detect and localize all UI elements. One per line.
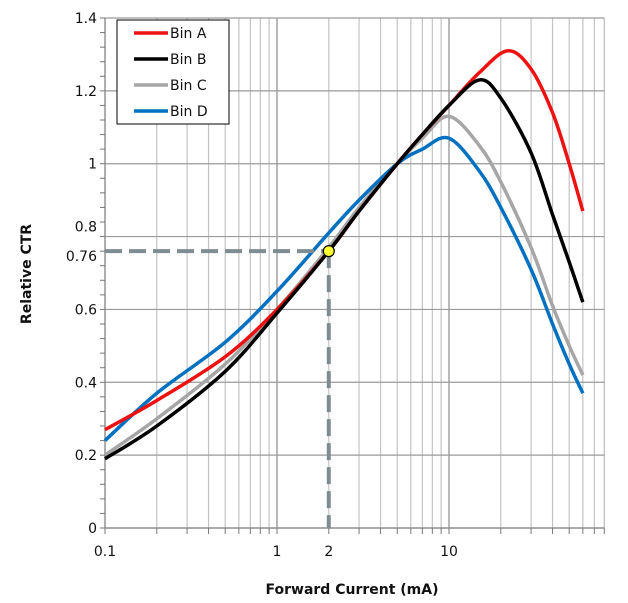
y-tick-label: 0.2: [75, 448, 97, 464]
legend-label: Bin C: [170, 78, 207, 94]
y-tick-label: 0.6: [75, 302, 97, 318]
series-line-bin-b: [104, 78, 585, 461]
x-tick-label: 2: [324, 544, 333, 560]
y-tick-label: 0.4: [75, 375, 97, 391]
reference-point-marker: [322, 245, 335, 258]
x-tick-label: 1: [273, 544, 282, 560]
grid: [104, 17, 605, 529]
y-tick-label: 0.76: [66, 249, 97, 265]
y-tick-label: 0: [88, 521, 97, 537]
series-lines: [103, 49, 585, 461]
x-tick-label: 0.1: [94, 544, 116, 560]
x-tick-label: 10: [440, 544, 458, 560]
y-tick-label: 1.2: [75, 84, 97, 100]
legend-label: Bin A: [170, 26, 207, 42]
legend-label: Bin D: [170, 104, 208, 120]
y-tick-label: 1.4: [75, 11, 97, 27]
y-tick-label: 0.8: [75, 220, 97, 236]
y-axis-label: Relative CTR: [19, 224, 35, 324]
annotations: [105, 245, 335, 528]
series-line-bin-d: [103, 135, 585, 442]
y-tick-label: 1: [88, 157, 97, 173]
legend: Bin A Bin B Bin C Bin D: [116, 19, 230, 125]
legend-label: Bin B: [170, 52, 206, 68]
x-axis-label: Forward Current (mA): [266, 582, 439, 598]
axis-ticks: 0 0.2 0.4 0.6 0.76 0.8 1 1.2 1.4 0.1 1 2 10: [66, 11, 605, 560]
series-line-bin-c: [103, 114, 585, 457]
